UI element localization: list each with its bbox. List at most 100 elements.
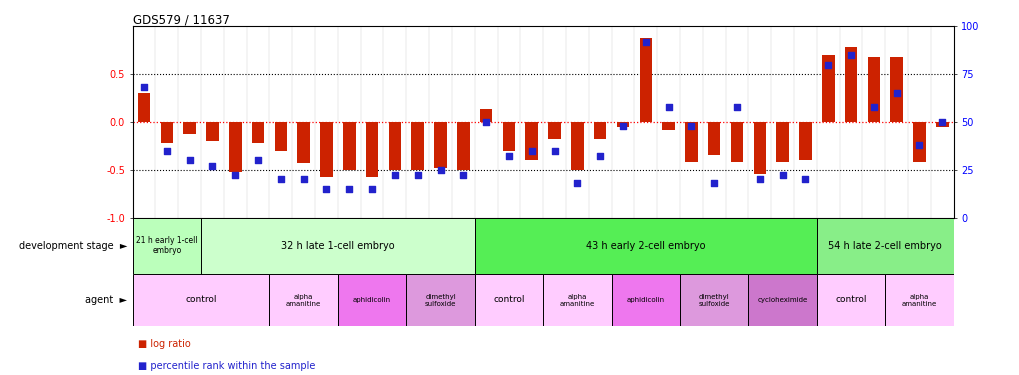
Point	[546, 147, 562, 154]
Point	[364, 186, 380, 192]
Point	[933, 119, 950, 125]
Point	[773, 172, 790, 178]
Point	[842, 52, 858, 58]
Point	[296, 176, 312, 182]
Point	[705, 180, 721, 186]
Bar	[474, 274, 543, 326]
Point	[819, 62, 836, 68]
Text: aphidicolin: aphidicolin	[626, 297, 664, 303]
Point	[410, 172, 426, 178]
Bar	[457, 122, 469, 170]
Bar	[799, 122, 811, 160]
Bar	[680, 274, 748, 326]
Bar	[183, 122, 196, 134]
Bar	[935, 122, 948, 127]
Text: ■ percentile rank within the sample: ■ percentile rank within the sample	[138, 361, 315, 371]
Text: dimethyl
sulfoxide: dimethyl sulfoxide	[698, 294, 730, 306]
Text: cycloheximide: cycloheximide	[757, 297, 807, 303]
Bar	[366, 122, 378, 177]
Bar	[342, 122, 356, 170]
Text: control: control	[185, 296, 217, 304]
Point	[751, 176, 767, 182]
Bar	[884, 274, 953, 326]
Bar	[548, 122, 560, 139]
Point	[386, 172, 403, 178]
Point	[865, 104, 881, 110]
Bar	[867, 57, 879, 122]
Point	[797, 176, 813, 182]
Text: agent  ►: agent ►	[86, 295, 127, 305]
Bar	[571, 122, 583, 170]
Bar	[611, 274, 680, 326]
Bar	[252, 122, 264, 143]
Bar	[753, 122, 765, 174]
Text: 43 h early 2-cell embryo: 43 h early 2-cell embryo	[586, 241, 705, 250]
Text: 32 h late 1-cell embryo: 32 h late 1-cell embryo	[281, 241, 394, 250]
Bar	[748, 274, 816, 326]
Bar	[502, 122, 515, 150]
Point	[637, 39, 653, 45]
Bar	[274, 122, 286, 150]
Bar	[685, 122, 697, 162]
Point	[250, 157, 266, 163]
Bar	[434, 122, 446, 168]
Point	[478, 119, 494, 125]
Point	[181, 157, 198, 163]
Point	[340, 186, 357, 192]
Text: alpha
amanitine: alpha amanitine	[901, 294, 936, 306]
Bar	[132, 274, 269, 326]
Point	[523, 147, 539, 154]
Point	[227, 172, 244, 178]
Bar	[320, 122, 332, 177]
Point	[614, 123, 631, 129]
Bar	[298, 122, 310, 163]
Text: 54 h late 2-cell embryo: 54 h late 2-cell embryo	[827, 241, 942, 250]
Bar	[593, 122, 606, 139]
Bar	[816, 274, 884, 326]
Text: aphidicolin: aphidicolin	[353, 297, 390, 303]
Text: GDS579 / 11637: GDS579 / 11637	[132, 13, 229, 26]
Point	[318, 186, 334, 192]
Bar	[639, 38, 651, 122]
Text: 21 h early 1-cell
embryо: 21 h early 1-cell embryо	[136, 236, 198, 255]
Point	[500, 153, 517, 159]
Bar	[138, 93, 150, 122]
Bar	[844, 47, 857, 122]
Bar	[816, 217, 953, 274]
Bar	[201, 217, 474, 274]
Bar	[616, 122, 629, 127]
Bar	[775, 122, 788, 162]
Bar	[661, 122, 675, 129]
Point	[454, 172, 471, 178]
Bar	[388, 122, 400, 170]
Point	[591, 153, 607, 159]
Point	[683, 123, 699, 129]
Bar	[411, 122, 424, 170]
Text: development stage  ►: development stage ►	[19, 241, 127, 250]
Text: alpha
amanitine: alpha amanitine	[285, 294, 321, 306]
Text: dimethyl
sulfoxide: dimethyl sulfoxide	[424, 294, 455, 306]
Bar	[160, 122, 173, 143]
Point	[888, 90, 904, 96]
Bar	[525, 122, 537, 160]
Bar	[269, 274, 337, 326]
Bar	[479, 110, 492, 122]
Bar	[337, 274, 406, 326]
Bar	[406, 274, 474, 326]
Point	[272, 176, 288, 182]
Bar	[912, 122, 925, 162]
Text: control: control	[835, 296, 866, 304]
Point	[659, 104, 676, 110]
Point	[204, 163, 220, 169]
Bar	[228, 122, 242, 172]
Point	[136, 84, 152, 90]
Bar	[132, 217, 201, 274]
Text: ■ log ratio: ■ log ratio	[138, 339, 191, 349]
Point	[569, 180, 585, 186]
Point	[159, 147, 175, 154]
Bar	[206, 122, 218, 141]
Point	[729, 104, 745, 110]
Bar	[821, 55, 834, 122]
Bar	[890, 57, 902, 122]
Bar	[542, 274, 611, 326]
